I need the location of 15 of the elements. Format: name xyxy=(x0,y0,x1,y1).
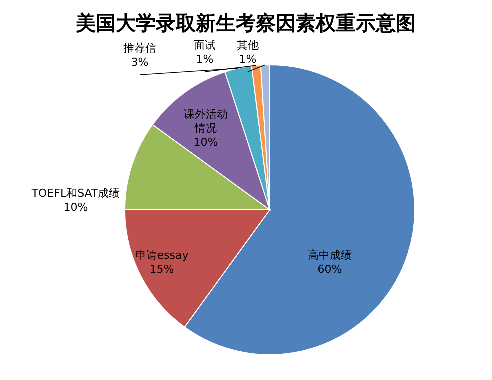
data-label: 3% xyxy=(131,56,149,69)
data-label: 15% xyxy=(150,263,174,276)
chart-title: 美国大学录取新生考察因素权重示意图 xyxy=(75,11,416,35)
slice-label: 其他 xyxy=(237,39,259,52)
data-label: 10% xyxy=(194,136,218,149)
data-label: 60% xyxy=(318,263,342,276)
slice-label: 申请essay xyxy=(135,249,190,262)
slice-label: 高中成绩 xyxy=(308,249,352,262)
slice-label: TOEFL和SAT成绩 xyxy=(30,187,120,200)
slice-label: 推荐信 xyxy=(124,42,156,55)
slice-label: 课外活动情况 xyxy=(184,108,228,135)
slice-label: 面试 xyxy=(194,39,216,52)
data-label: 1% xyxy=(239,53,257,66)
data-label: 10% xyxy=(64,201,88,214)
data-label: 1% xyxy=(196,53,214,66)
